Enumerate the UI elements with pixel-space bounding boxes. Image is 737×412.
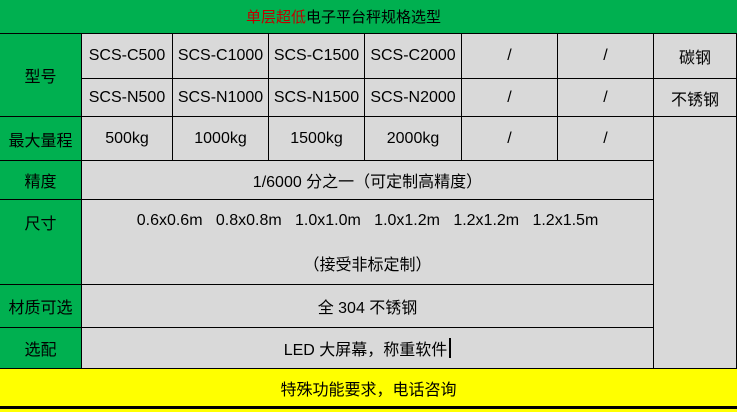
slash-cell[interactable]: / [558,79,653,116]
model-cell[interactable]: SCS-C1500 [269,34,364,78]
sizes-list: 0.6x0.6m 0.8x0.8m 1.0x1.0m 1.0x1.2m 1.2x… [136,212,599,229]
empty-cell[interactable] [654,117,736,368]
capacity-cell[interactable]: 1500kg [269,117,364,160]
row-label-optional[interactable]: 选配 [0,328,81,368]
row-label-precision[interactable]: 精度 [0,161,81,199]
capacity-cell[interactable]: 2000kg [365,117,461,160]
sizes-cell[interactable]: 0.6x0.6m 0.8x0.8m 1.0x1.0m 1.0x1.2m 1.2x… [82,200,653,284]
sizes-note: （接受非标定制） [303,257,432,274]
model-cell[interactable]: SCS-N1000 [173,79,268,116]
slash-cell[interactable]: / [462,79,557,116]
model-cell[interactable]: SCS-N1500 [269,79,364,116]
table-grid: 型号 最大量程 精度 尺寸 材质可选 选配 SCS-C500 SCS-C1000… [0,33,737,369]
title-text: 电子平台秤规格选型 [306,9,442,26]
precision-cell[interactable]: 1/6000 分之一（可定制高精度） [82,161,653,199]
model-cell[interactable]: SCS-N2000 [365,79,461,116]
optional-text: LED 大屏幕，称重软件 [283,342,448,359]
model-cell[interactable]: SCS-C500 [82,34,172,78]
model-cell[interactable]: SCS-C2000 [365,34,461,78]
text-cursor [449,338,452,358]
slash-cell[interactable]: / [462,117,557,160]
row-label-capacity[interactable]: 最大量程 [0,117,81,160]
footer-note-cell[interactable]: 特殊功能要求，电话咨询 [0,369,737,406]
model-cell[interactable]: SCS-N500 [82,79,172,116]
material-cell[interactable]: 碳钢 [654,34,736,78]
row-label-model[interactable]: 型号 [0,34,81,116]
slash-cell[interactable]: / [558,34,653,78]
slash-cell[interactable]: / [462,34,557,78]
material-options-cell[interactable]: 全 304 不锈钢 [82,285,653,327]
material-cell[interactable]: 不锈钢 [654,79,736,116]
bottom-yellow-strip [0,409,737,412]
optional-cell[interactable]: LED 大屏幕，称重软件 [82,328,653,368]
footer-note: 特殊功能要求，电话咨询 [280,381,457,399]
footer-divider-line [0,406,737,409]
capacity-cell[interactable]: 500kg [82,117,172,160]
title-highlight: 单层超低 [245,9,306,26]
row-label-material[interactable]: 材质可选 [0,285,81,327]
row-label-size[interactable]: 尺寸 [0,200,81,284]
capacity-cell[interactable]: 1000kg [173,117,268,160]
slash-cell[interactable]: / [558,117,653,160]
title-cell[interactable]: 单层超低 电子平台秤规格选型 [0,0,737,33]
model-cell[interactable]: SCS-C1000 [173,34,268,78]
